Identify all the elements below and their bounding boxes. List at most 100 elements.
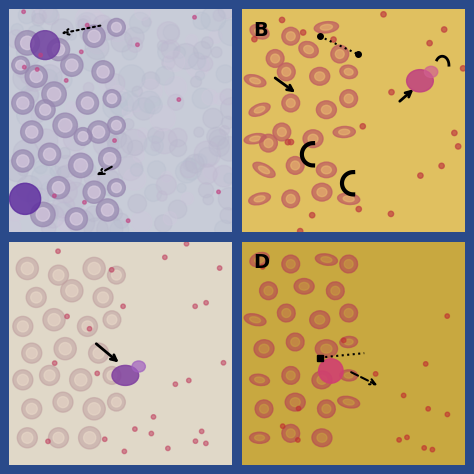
Circle shape — [83, 25, 105, 47]
Circle shape — [157, 22, 180, 44]
Ellipse shape — [259, 344, 269, 353]
Circle shape — [381, 12, 386, 17]
Ellipse shape — [291, 337, 300, 346]
Ellipse shape — [255, 377, 264, 383]
Ellipse shape — [255, 256, 264, 263]
Ellipse shape — [333, 127, 356, 137]
Circle shape — [21, 104, 31, 114]
Circle shape — [74, 128, 92, 146]
Circle shape — [418, 173, 423, 178]
Ellipse shape — [299, 283, 309, 290]
Circle shape — [20, 36, 34, 50]
Circle shape — [21, 85, 39, 103]
Circle shape — [296, 438, 300, 442]
Ellipse shape — [303, 130, 323, 147]
Ellipse shape — [249, 193, 271, 205]
Circle shape — [59, 343, 71, 355]
Circle shape — [92, 126, 105, 138]
Circle shape — [93, 347, 104, 359]
Ellipse shape — [264, 286, 273, 295]
Circle shape — [97, 66, 109, 78]
Circle shape — [48, 265, 69, 285]
Circle shape — [79, 427, 101, 449]
Ellipse shape — [310, 311, 330, 328]
Ellipse shape — [277, 304, 295, 322]
Circle shape — [52, 182, 64, 194]
Ellipse shape — [244, 134, 266, 144]
Ellipse shape — [282, 27, 300, 45]
Circle shape — [25, 65, 47, 88]
Circle shape — [122, 45, 137, 60]
Circle shape — [42, 8, 59, 25]
Circle shape — [445, 314, 449, 319]
Circle shape — [16, 257, 38, 280]
Circle shape — [128, 96, 144, 112]
Circle shape — [78, 16, 91, 28]
Circle shape — [81, 207, 91, 217]
Circle shape — [224, 173, 234, 183]
Ellipse shape — [282, 94, 300, 112]
Circle shape — [144, 136, 163, 155]
Circle shape — [65, 314, 69, 319]
Circle shape — [193, 304, 197, 309]
Circle shape — [288, 139, 294, 145]
Circle shape — [217, 137, 242, 161]
Circle shape — [193, 12, 210, 29]
Circle shape — [82, 97, 93, 109]
Circle shape — [118, 156, 143, 181]
Circle shape — [220, 89, 236, 105]
Circle shape — [150, 106, 175, 131]
Circle shape — [111, 397, 121, 407]
Circle shape — [114, 213, 129, 228]
Ellipse shape — [315, 315, 325, 324]
Ellipse shape — [312, 183, 332, 201]
Circle shape — [136, 43, 139, 46]
Circle shape — [62, 182, 89, 209]
Circle shape — [405, 435, 409, 439]
Circle shape — [44, 148, 56, 160]
Circle shape — [76, 92, 99, 114]
Ellipse shape — [310, 67, 330, 85]
Circle shape — [53, 432, 64, 443]
Ellipse shape — [254, 107, 265, 113]
Circle shape — [180, 159, 201, 180]
Circle shape — [456, 144, 461, 149]
Ellipse shape — [282, 190, 300, 208]
Circle shape — [183, 158, 196, 171]
Circle shape — [122, 106, 134, 118]
Circle shape — [198, 56, 213, 71]
Circle shape — [17, 40, 42, 65]
Circle shape — [22, 10, 26, 13]
Circle shape — [80, 50, 83, 54]
Circle shape — [31, 292, 42, 303]
Circle shape — [7, 30, 26, 48]
Circle shape — [388, 211, 393, 217]
Ellipse shape — [260, 282, 277, 300]
Circle shape — [56, 117, 65, 126]
Circle shape — [103, 94, 128, 119]
Circle shape — [128, 194, 146, 213]
Ellipse shape — [286, 371, 295, 380]
Circle shape — [111, 120, 121, 130]
Ellipse shape — [344, 309, 353, 318]
Ellipse shape — [250, 374, 270, 385]
Circle shape — [17, 428, 37, 448]
Circle shape — [82, 9, 104, 32]
Circle shape — [279, 17, 285, 23]
Circle shape — [397, 438, 401, 442]
Circle shape — [27, 188, 49, 209]
Circle shape — [9, 183, 41, 214]
Circle shape — [103, 90, 121, 108]
Ellipse shape — [315, 340, 337, 357]
Circle shape — [5, 158, 28, 182]
Ellipse shape — [321, 257, 332, 263]
Ellipse shape — [254, 196, 265, 202]
Circle shape — [18, 321, 28, 332]
Circle shape — [219, 19, 245, 46]
Ellipse shape — [285, 393, 305, 411]
Circle shape — [109, 135, 118, 145]
Ellipse shape — [264, 139, 273, 147]
Circle shape — [137, 128, 147, 138]
Circle shape — [201, 37, 213, 49]
Circle shape — [12, 94, 25, 107]
